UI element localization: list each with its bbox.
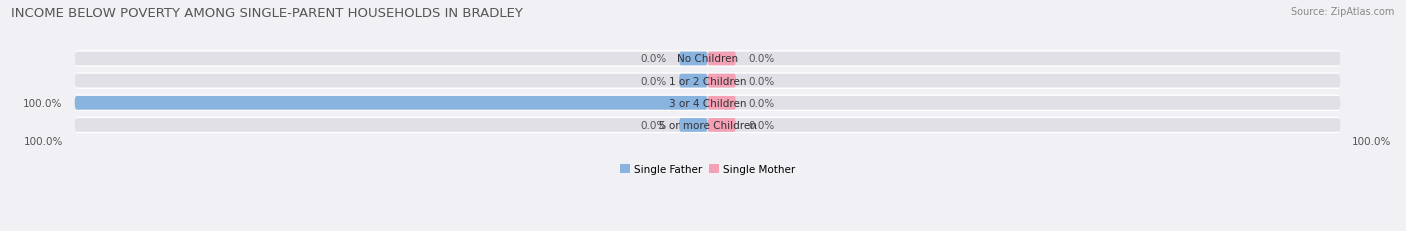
Text: 0.0%: 0.0%	[640, 120, 666, 130]
FancyBboxPatch shape	[679, 74, 707, 88]
Text: 0.0%: 0.0%	[748, 54, 775, 64]
Text: 0.0%: 0.0%	[640, 76, 666, 86]
FancyBboxPatch shape	[679, 119, 707, 132]
FancyBboxPatch shape	[707, 74, 735, 88]
FancyBboxPatch shape	[75, 117, 1340, 134]
Text: 100.0%: 100.0%	[24, 136, 63, 146]
Text: 0.0%: 0.0%	[748, 76, 775, 86]
Text: 100.0%: 100.0%	[22, 98, 62, 108]
FancyBboxPatch shape	[75, 97, 1340, 110]
FancyBboxPatch shape	[707, 97, 735, 110]
FancyBboxPatch shape	[75, 95, 1340, 112]
Text: No Children: No Children	[678, 54, 738, 64]
FancyBboxPatch shape	[707, 52, 735, 66]
FancyBboxPatch shape	[707, 119, 735, 132]
Legend: Single Father, Single Mother: Single Father, Single Mother	[616, 160, 800, 178]
FancyBboxPatch shape	[75, 52, 1340, 66]
Text: 5 or more Children: 5 or more Children	[658, 120, 756, 130]
Text: Source: ZipAtlas.com: Source: ZipAtlas.com	[1291, 7, 1395, 17]
Text: INCOME BELOW POVERTY AMONG SINGLE-PARENT HOUSEHOLDS IN BRADLEY: INCOME BELOW POVERTY AMONG SINGLE-PARENT…	[11, 7, 523, 20]
FancyBboxPatch shape	[75, 73, 1340, 90]
FancyBboxPatch shape	[75, 119, 1340, 132]
Text: 0.0%: 0.0%	[748, 98, 775, 108]
FancyBboxPatch shape	[75, 51, 1340, 67]
FancyBboxPatch shape	[75, 97, 707, 110]
Text: 0.0%: 0.0%	[640, 54, 666, 64]
FancyBboxPatch shape	[679, 52, 707, 66]
Text: 3 or 4 Children: 3 or 4 Children	[669, 98, 747, 108]
Text: 1 or 2 Children: 1 or 2 Children	[669, 76, 747, 86]
FancyBboxPatch shape	[75, 74, 1340, 88]
Text: 100.0%: 100.0%	[1351, 136, 1391, 146]
Text: 0.0%: 0.0%	[748, 120, 775, 130]
